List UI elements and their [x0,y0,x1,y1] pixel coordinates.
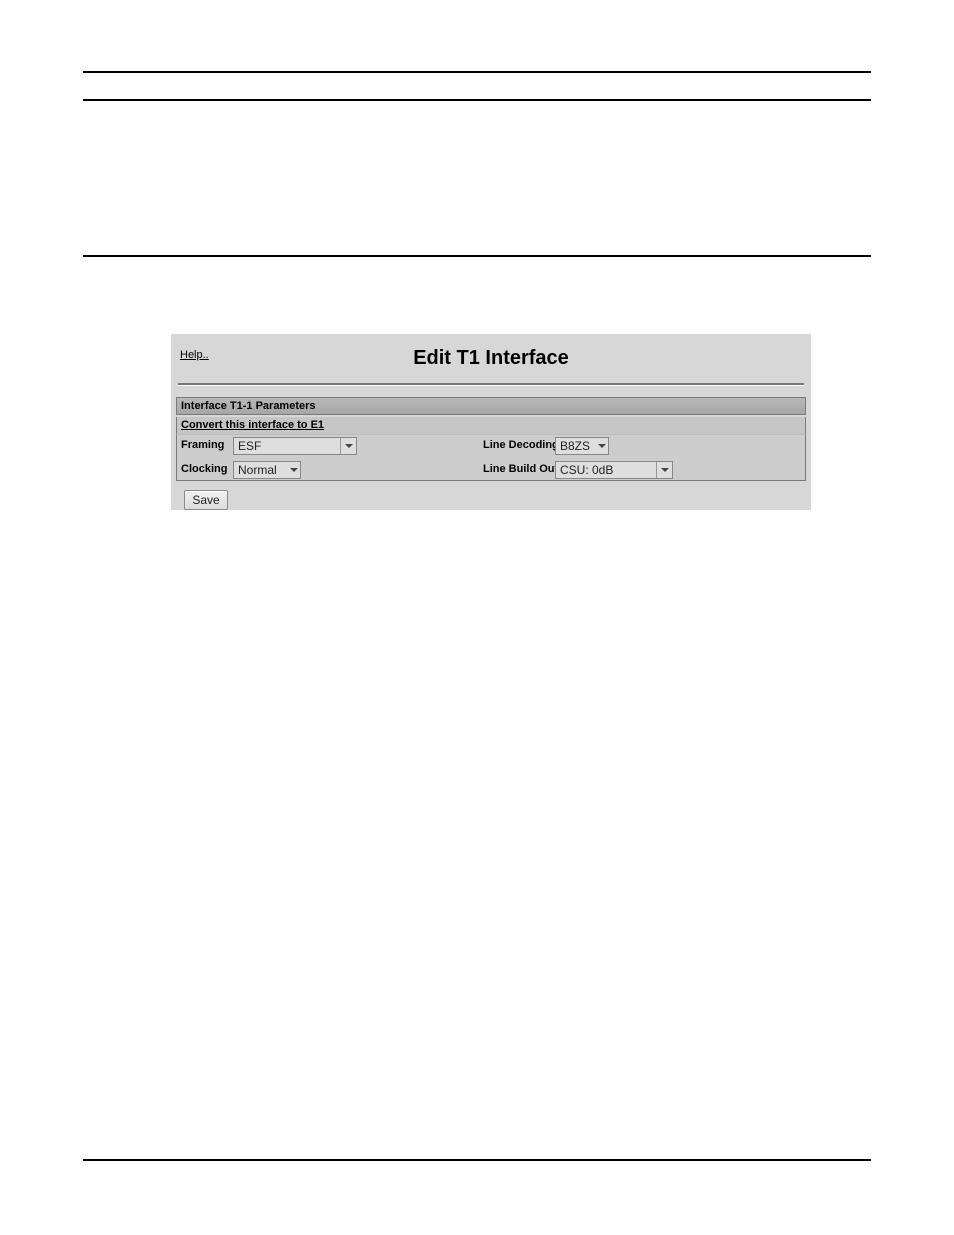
divider [83,99,871,101]
divider [83,1159,871,1161]
edit-t1-interface-panel: Help.. Edit T1 Interface Interface T1-1 … [171,334,811,510]
line-decoding-value: B8ZS [556,439,596,453]
line-build-out-select[interactable]: CSU: 0dB [555,461,673,479]
framing-label: Framing [181,439,224,451]
divider [83,255,871,257]
line-decoding-label: Line Decoding [483,439,559,451]
clocking-select[interactable]: Normal [233,461,301,479]
chevron-down-icon [596,438,608,454]
clocking-label: Clocking [181,463,227,475]
line-build-out-value: CSU: 0dB [556,463,656,477]
chevron-down-icon [340,438,356,454]
section-header: Interface T1-1 Parameters [176,397,806,415]
page: Help.. Edit T1 Interface Interface T1-1 … [0,0,954,1235]
parameter-area: Framing ESF Clocking Normal Line Decodin… [176,435,806,481]
framing-value: ESF [234,439,340,453]
divider [83,71,871,73]
line-build-out-label: Line Build Out [483,463,558,475]
clocking-value: Normal [234,463,288,477]
panel-title: Edit T1 Interface [172,347,810,370]
chevron-down-icon [656,462,672,478]
save-button[interactable]: Save [184,490,228,510]
convert-to-e1-link[interactable]: Convert this interface to E1 [181,419,324,431]
convert-row: Convert this interface to E1 [176,417,806,435]
chevron-down-icon [288,462,300,478]
framing-select[interactable]: ESF [233,437,357,455]
divider [178,383,804,386]
line-decoding-select[interactable]: B8ZS [555,437,609,455]
